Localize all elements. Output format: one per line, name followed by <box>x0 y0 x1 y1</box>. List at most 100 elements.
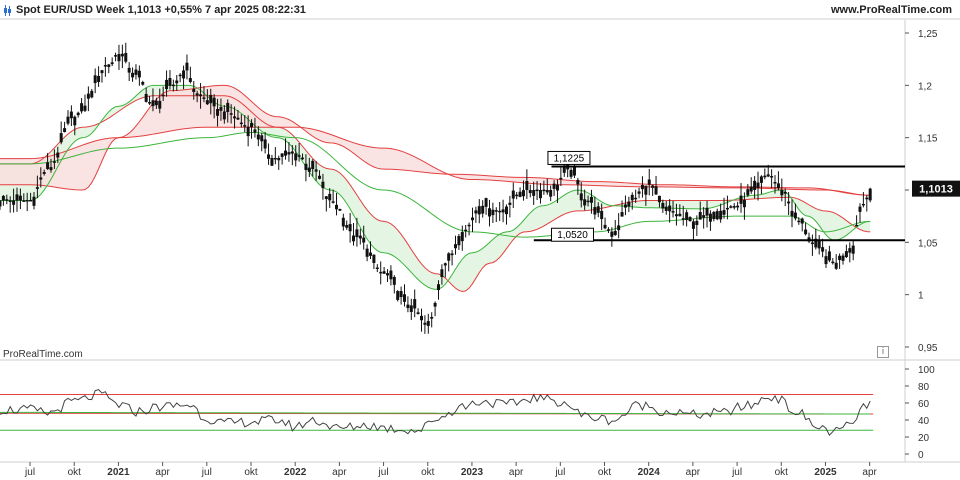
rsi-y-tick-label: 80 <box>918 382 930 393</box>
candle <box>63 121 67 133</box>
candle-body <box>301 157 305 160</box>
candle <box>644 185 648 206</box>
candle <box>729 205 733 209</box>
candle <box>280 153 284 165</box>
candle <box>596 202 600 218</box>
candle-body <box>674 214 678 217</box>
candle-body <box>382 271 386 274</box>
candle-body <box>518 191 522 197</box>
candle-body <box>355 229 359 238</box>
candle <box>664 201 668 215</box>
candle <box>613 219 617 236</box>
candle-body <box>182 70 186 79</box>
candle-body <box>589 196 593 203</box>
candle-body <box>287 152 291 155</box>
candle-body <box>657 195 661 203</box>
info-icon[interactable]: i <box>877 346 889 358</box>
candle-body <box>56 152 60 158</box>
candle <box>654 176 658 195</box>
candle-body <box>124 52 128 62</box>
candle <box>698 201 702 220</box>
site-link[interactable]: www.ProRealTime.com <box>830 4 952 16</box>
candle <box>32 192 36 210</box>
candle <box>311 159 315 177</box>
candle-body <box>783 191 787 194</box>
candle-body <box>423 322 427 325</box>
candle <box>236 109 240 120</box>
candle <box>137 65 141 86</box>
candle <box>219 98 223 121</box>
candle <box>124 42 128 64</box>
candle <box>205 89 209 105</box>
candle <box>358 228 362 245</box>
candle-body <box>307 167 311 172</box>
level-label-box <box>547 150 591 165</box>
candle <box>171 79 175 92</box>
candle <box>600 203 604 231</box>
x-tick-label: 2022 <box>284 467 307 478</box>
candle <box>355 217 359 247</box>
candle-body <box>52 161 56 163</box>
candle <box>549 185 553 202</box>
candle-body <box>131 72 135 78</box>
candle <box>49 158 53 173</box>
candle <box>827 245 831 263</box>
candle <box>756 171 760 201</box>
candle <box>742 192 746 220</box>
candle <box>52 149 56 169</box>
candle-body <box>369 252 373 256</box>
candle-body <box>756 182 760 189</box>
candle-body <box>284 150 288 156</box>
candle-body <box>460 232 464 242</box>
candle <box>386 269 390 282</box>
candle <box>304 154 308 182</box>
candle-body <box>416 312 420 315</box>
candle-body <box>277 157 281 161</box>
candle <box>301 153 305 161</box>
candle <box>287 142 291 162</box>
candle <box>661 199 665 213</box>
candle <box>477 199 481 224</box>
candle-body <box>229 113 233 115</box>
candle <box>25 192 29 212</box>
candle <box>107 64 111 74</box>
candle-body <box>583 199 587 206</box>
candle-body <box>538 190 542 199</box>
candle-body <box>654 186 658 195</box>
candle-body <box>736 205 740 208</box>
candle <box>844 244 848 259</box>
candle-body <box>817 240 821 249</box>
candle-body <box>790 210 794 217</box>
candle-body <box>569 169 573 177</box>
candle <box>681 205 685 226</box>
candle <box>97 66 101 87</box>
y-tick-label: 1,2 <box>918 81 932 92</box>
candle <box>416 308 420 315</box>
candle-body <box>457 236 461 246</box>
candle-body <box>810 242 814 245</box>
candle <box>518 187 522 198</box>
x-tick-label: jul <box>554 467 565 478</box>
candle-body <box>562 165 566 173</box>
candle-body <box>328 193 332 201</box>
x-tick-label: jul <box>731 467 742 478</box>
candle <box>739 183 743 213</box>
candle-body <box>827 251 831 261</box>
candle-body <box>729 206 733 208</box>
candle <box>668 199 672 223</box>
candle-body <box>399 291 403 298</box>
candle <box>634 189 638 203</box>
candle <box>246 115 250 147</box>
candle-body <box>114 55 118 57</box>
candle <box>759 175 763 195</box>
candle <box>858 203 862 223</box>
candle-body <box>671 211 675 213</box>
candle <box>290 145 294 166</box>
candle <box>185 54 189 80</box>
candle <box>521 180 525 201</box>
candle-body <box>572 166 576 176</box>
candle-body <box>246 126 250 137</box>
candle-body <box>18 195 22 201</box>
candle-body <box>226 102 230 113</box>
candle-body <box>532 190 536 196</box>
